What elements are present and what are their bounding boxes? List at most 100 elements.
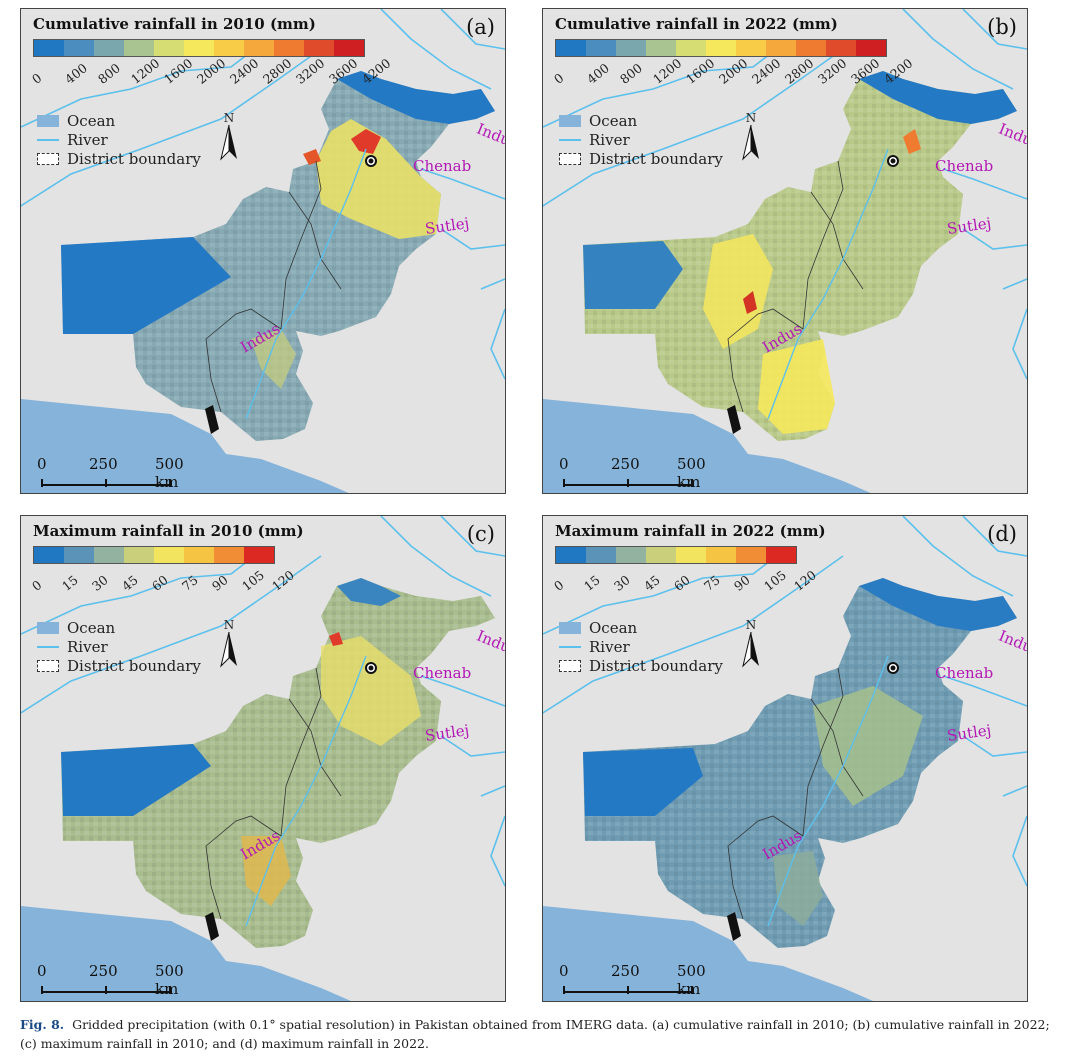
north-arrow: N bbox=[741, 111, 761, 165]
ocean-swatch bbox=[559, 114, 581, 127]
ocean-swatch bbox=[559, 621, 581, 634]
north-arrow-icon bbox=[220, 124, 237, 161]
caption-label: Fig. 8. bbox=[20, 1017, 65, 1032]
colorbar-tick-label: 90 bbox=[731, 572, 753, 594]
panel-letter: (d) bbox=[987, 522, 1017, 546]
colorbar-tick-label: 800 bbox=[617, 60, 646, 87]
colorbar-swatch bbox=[706, 40, 736, 56]
colorbar-tick-label: 2000 bbox=[194, 55, 229, 87]
colorbar-ticks: 0 400 800 1200 1600 2000 2400 2800 3200 3600 4200 bbox=[29, 55, 393, 93]
legend-district: District boundary bbox=[589, 149, 723, 168]
colorbar-swatch bbox=[34, 40, 64, 56]
colorbar-tick-label: 75 bbox=[701, 572, 723, 594]
colorbar-swatch bbox=[676, 547, 706, 563]
colorbar-tick-label: 60 bbox=[149, 572, 171, 594]
colorbar-swatch bbox=[766, 40, 796, 56]
legend-ocean: Ocean bbox=[67, 111, 116, 130]
north-arrow-icon bbox=[742, 124, 759, 161]
colorbar-ticks: 0 15 30 45 60 75 90 105 120 bbox=[29, 566, 323, 600]
legend-district: District boundary bbox=[67, 149, 201, 168]
colorbar bbox=[555, 39, 887, 57]
map-panel-d: Maximum rainfall in 2022 (mm) (d) 0 15 30 4… bbox=[542, 515, 1028, 1002]
colorbar-tick-label: 2400 bbox=[749, 55, 784, 87]
legend-district: District boundary bbox=[589, 656, 723, 675]
colorbar-swatch bbox=[34, 547, 64, 563]
legend-ocean: Ocean bbox=[589, 618, 638, 637]
north-label: N bbox=[745, 111, 757, 125]
map-legend: Ocean River District boundary bbox=[37, 111, 201, 168]
colorbar-swatch bbox=[154, 40, 184, 56]
colorbar-tick-label: 2800 bbox=[260, 55, 295, 87]
colorbar-swatch bbox=[736, 40, 766, 56]
colorbar-tick-label: 3200 bbox=[815, 55, 850, 87]
legend-ocean: Ocean bbox=[589, 111, 638, 130]
colorbar-tick-label: 2800 bbox=[782, 55, 817, 87]
colorbar-swatch bbox=[184, 547, 214, 563]
scale-bar: 0 250 500 km bbox=[559, 962, 729, 998]
map-legend: Ocean River District boundary bbox=[559, 618, 723, 675]
north-label: N bbox=[223, 618, 235, 632]
figure-caption: Fig. 8. Gridded precipitation (with 0.1°… bbox=[20, 1015, 1060, 1053]
colorbar-swatch bbox=[616, 40, 646, 56]
north-arrow: N bbox=[741, 618, 761, 672]
colorbar-swatch bbox=[586, 40, 616, 56]
colorbar-tick-label: 60 bbox=[671, 572, 693, 594]
legend-river: River bbox=[589, 130, 630, 149]
colorbar-swatch bbox=[676, 40, 706, 56]
colorbar bbox=[555, 546, 797, 564]
colorbar-tick-label: 1200 bbox=[128, 55, 163, 87]
colorbar-tick-label: 90 bbox=[209, 572, 231, 594]
river-swatch bbox=[37, 138, 59, 141]
district-swatch bbox=[37, 152, 59, 165]
colorbar-tick-label: 2000 bbox=[716, 55, 751, 87]
colorbar-tick-label: 105 bbox=[761, 567, 790, 594]
colorbar bbox=[33, 546, 275, 564]
colorbar-swatch bbox=[556, 40, 586, 56]
panel-title: Maximum rainfall in 2010 (mm) bbox=[33, 522, 304, 540]
legend-river: River bbox=[67, 637, 108, 656]
panel-title: Cumulative rainfall in 2010 (mm) bbox=[33, 15, 316, 33]
colorbar-tick-label: 30 bbox=[611, 572, 633, 594]
district-swatch bbox=[559, 659, 581, 672]
colorbar-swatch bbox=[94, 547, 124, 563]
colorbar-swatch bbox=[184, 40, 214, 56]
scale-end: 500 km bbox=[677, 455, 706, 491]
north-arrow-icon bbox=[742, 631, 759, 668]
river-label-chenab: Chenab bbox=[935, 157, 994, 175]
scale-end: 500 km bbox=[155, 455, 184, 491]
panel-letter: (c) bbox=[466, 522, 495, 546]
panel-letter: (a) bbox=[466, 15, 495, 39]
colorbar-swatch bbox=[646, 547, 676, 563]
colorbar-swatch bbox=[64, 547, 94, 563]
river-swatch bbox=[559, 645, 581, 648]
scale-mid: 250 bbox=[89, 962, 118, 980]
map-panel-a: Cumulative rainfall in 2010 (mm) (a) 0 40… bbox=[20, 8, 506, 494]
panel-title: Cumulative rainfall in 2022 (mm) bbox=[555, 15, 838, 33]
scale-end: 500 km bbox=[155, 962, 184, 998]
colorbar-ticks: 0 400 800 1200 1600 2000 2400 2800 3200 3600 4200 bbox=[551, 55, 915, 93]
colorbar-swatch bbox=[124, 547, 154, 563]
colorbar-tick-label: 45 bbox=[119, 572, 141, 594]
colorbar-tick-label: 75 bbox=[179, 572, 201, 594]
north-arrow: N bbox=[219, 111, 239, 165]
north-label: N bbox=[745, 618, 757, 632]
colorbar-swatch bbox=[214, 547, 244, 563]
scale-mid: 250 bbox=[611, 455, 640, 473]
scale-zero: 0 bbox=[37, 962, 47, 980]
ocean-swatch bbox=[37, 621, 59, 634]
colorbar bbox=[33, 39, 365, 57]
colorbar-tick-label: 45 bbox=[641, 572, 663, 594]
legend-river: River bbox=[67, 130, 108, 149]
scale-mid: 250 bbox=[611, 962, 640, 980]
colorbar-tick-label: 1200 bbox=[650, 55, 685, 87]
colorbar-tick-label: 1600 bbox=[161, 55, 196, 87]
colorbar-tick-label: 3200 bbox=[293, 55, 328, 87]
legend-district: District boundary bbox=[67, 656, 201, 675]
ocean-swatch bbox=[37, 114, 59, 127]
legend-ocean: Ocean bbox=[67, 618, 116, 637]
scale-zero: 0 bbox=[37, 455, 47, 473]
colorbar-swatch bbox=[556, 547, 586, 563]
scale-bar: 0 250 500 km bbox=[559, 455, 729, 491]
colorbar-swatch bbox=[214, 40, 244, 56]
colorbar-tick-label: 105 bbox=[239, 567, 268, 594]
